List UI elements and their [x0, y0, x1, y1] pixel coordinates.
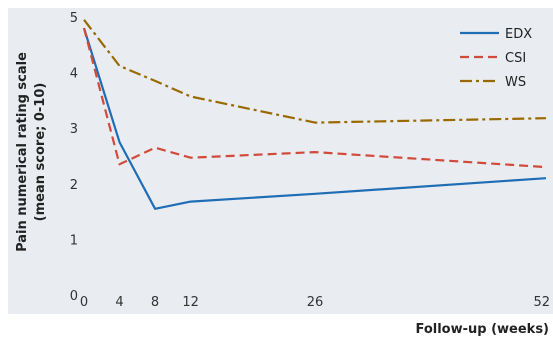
y-tick-label: 3 — [70, 122, 78, 137]
x-tick-label: 26 — [307, 295, 324, 310]
y-tick-label: 2 — [70, 178, 78, 193]
y-axis-ticks: 0 1 2 3 4 5 — [70, 11, 78, 304]
plot-background — [8, 8, 553, 314]
y-tick-label: 5 — [70, 11, 78, 26]
legend-label-edx: EDX — [505, 27, 532, 42]
x-axis-ticks: 0 4 8 12 26 52 — [80, 295, 550, 310]
series-line-csi — [82, 27, 547, 169]
x-tick-label: 8 — [151, 295, 159, 310]
y-axis-title-line2: (mean score; 0-10) — [33, 83, 48, 222]
x-axis-title: Follow-up (weeks) — [415, 322, 549, 337]
y-axis-title-line1: Pain numerical rating scale — [15, 52, 30, 252]
x-tick-label: 52 — [533, 295, 550, 310]
x-tick-label: 4 — [115, 295, 123, 310]
x-tick-label: 12 — [182, 295, 199, 310]
y-tick-label: 1 — [70, 233, 78, 248]
x-tick-label: 0 — [80, 295, 88, 310]
legend-label-csi: CSI — [505, 51, 526, 66]
y-tick-label: 0 — [70, 289, 78, 304]
legend: EDX CSI WS — [460, 27, 532, 90]
series-lines — [82, 19, 547, 210]
series-line-ws — [83, 19, 547, 124]
series-line-edx — [82, 27, 547, 210]
legend-label-ws: WS — [505, 75, 526, 90]
y-tick-label: 4 — [70, 67, 78, 82]
